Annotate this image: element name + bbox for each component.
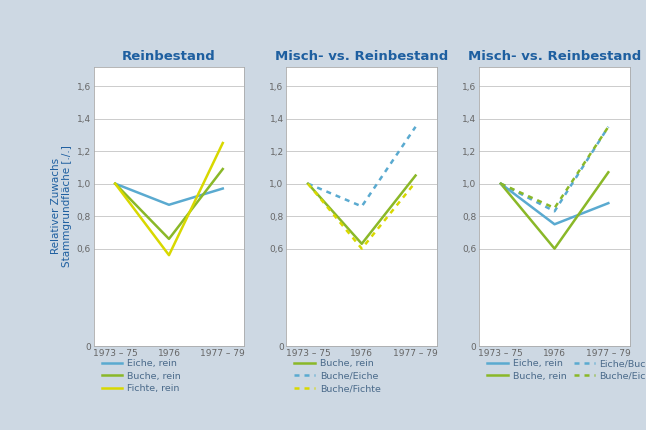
Title: Misch- vs. Reinbestand: Misch- vs. Reinbestand [275,50,448,63]
Title: Misch- vs. Reinbestand: Misch- vs. Reinbestand [468,50,641,63]
Title: Reinbestand: Reinbestand [122,50,216,63]
Y-axis label: Relativer Zuwachs
Stammgrundfläche [./.]: Relativer Zuwachs Stammgrundfläche [./.] [51,145,72,267]
Legend: Buche, rein, Buche/Eiche, Buche/Fichte: Buche, rein, Buche/Eiche, Buche/Fichte [295,359,380,393]
Legend: Eiche, rein, Buche, rein, Eiche/Buche, Buche/Eiche: Eiche, rein, Buche, rein, Eiche/Buche, B… [487,359,646,381]
Legend: Eiche, rein, Buche, rein, Fichte, rein: Eiche, rein, Buche, rein, Fichte, rein [101,359,181,393]
